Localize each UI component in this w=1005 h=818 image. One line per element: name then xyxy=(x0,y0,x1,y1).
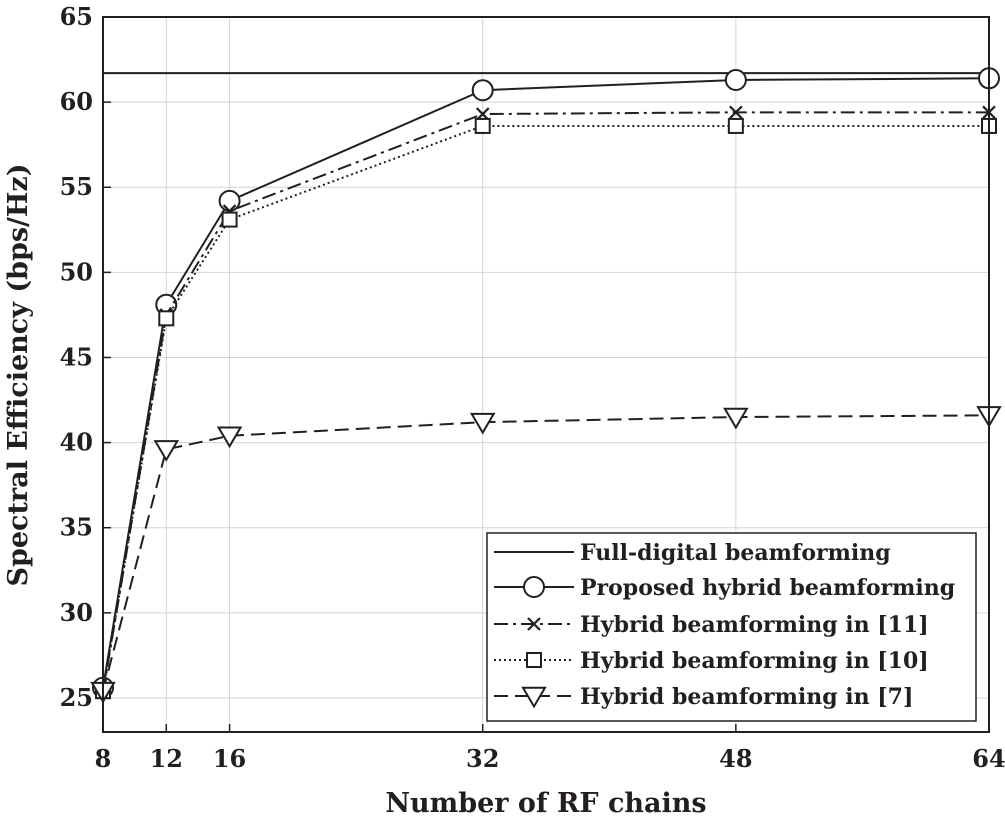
y-tick-label: 50 xyxy=(60,257,93,286)
data-point xyxy=(729,105,743,120)
x-tick-label: 12 xyxy=(150,744,183,773)
legend-label: Proposed hybrid beamforming xyxy=(580,575,955,601)
legend: Full-digital beamforming Proposed hybrid … xyxy=(486,532,977,722)
data-point xyxy=(158,310,175,327)
data-point xyxy=(474,117,491,134)
tick-labels: 8 12 16 32 48 64 25 30 35 40 45 50 55 60 65 xyxy=(60,2,1005,773)
data-point xyxy=(727,117,744,134)
y-tick-label: 25 xyxy=(60,683,93,712)
data-point xyxy=(469,412,496,435)
legend-label: Hybrid beamforming in [7] xyxy=(580,684,913,710)
legend-entry-1: Full-digital beamforming xyxy=(494,540,891,566)
x-axis-label: Number of RF chains xyxy=(385,788,706,818)
x-tick-label: 32 xyxy=(466,744,499,773)
data-point xyxy=(218,189,241,212)
y-axis-label: Spectral Efficiency (bps/Hz) xyxy=(3,163,34,586)
series-line xyxy=(102,124,989,692)
series-4 xyxy=(95,117,997,700)
y-tick-label: 40 xyxy=(60,428,93,457)
legend-entry-3: Hybrid beamforming in [11] xyxy=(494,612,929,638)
y-tick-label: 45 xyxy=(60,342,93,371)
y-tick-label: 60 xyxy=(60,87,93,116)
data-point xyxy=(221,211,238,228)
data-point xyxy=(724,68,747,91)
legend-swatch-marker xyxy=(527,617,541,631)
legend-entry-2: Proposed hybrid beamforming xyxy=(494,575,955,601)
x-tick-label: 8 xyxy=(95,744,112,773)
plot-frame xyxy=(102,16,990,733)
legend-entry-4: Hybrid beamforming in [10] xyxy=(494,648,929,674)
series-line xyxy=(102,111,989,694)
legend-label: Hybrid beamforming in [10] xyxy=(580,648,929,674)
legend-entry-5: Hybrid beamforming in [7] xyxy=(494,684,913,710)
series-line xyxy=(102,77,990,688)
legend-label: Hybrid beamforming in [11] xyxy=(580,612,929,638)
data-point xyxy=(471,79,494,102)
data-point xyxy=(153,440,180,462)
x-tick-label: 48 xyxy=(719,744,752,773)
series-line xyxy=(102,414,990,692)
legend-swatch-marker xyxy=(521,686,547,709)
legend-swatch-marker xyxy=(526,652,542,668)
y-tick-label: 65 xyxy=(60,2,93,31)
data-point xyxy=(723,407,749,430)
legend-swatch-marker xyxy=(523,576,545,598)
y-tick-label: 55 xyxy=(60,172,93,201)
data-point xyxy=(216,426,243,449)
y-tick-label: 35 xyxy=(60,513,93,542)
legend-box xyxy=(486,532,977,722)
x-tick-label: 64 xyxy=(972,744,1005,773)
legend-label: Full-digital beamforming xyxy=(580,540,891,566)
y-tick-label: 30 xyxy=(60,598,93,627)
x-tick-label: 16 xyxy=(213,744,246,773)
